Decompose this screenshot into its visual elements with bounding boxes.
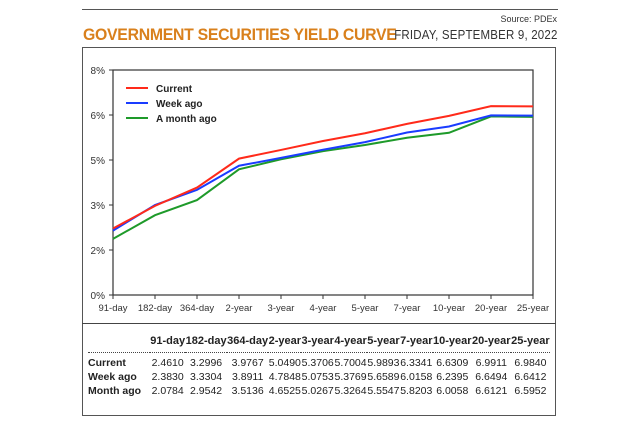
table-cell: 6.9911	[475, 357, 507, 369]
y-tick-label: 8%	[91, 66, 106, 77]
table-cell: 6.5952	[514, 385, 547, 397]
row-label: Month ago	[88, 385, 142, 397]
x-tick-label: 10-year	[433, 303, 465, 314]
series-line-a-month-ago	[112, 115, 534, 240]
x-tick-label: 7-year	[394, 303, 421, 314]
column-header: 364-day	[226, 333, 269, 353]
table-cell: 5.9893	[367, 357, 400, 369]
x-tick-label: 91-day	[98, 303, 127, 314]
table-cell: 2.0784	[151, 385, 184, 397]
table-row: Month ago 2.0784 2.9542 3.5136 4.6525 5.0267 5…	[88, 384, 550, 398]
x-tick-label: 2-year	[226, 303, 253, 314]
table-cell: 3.8911	[231, 371, 264, 383]
table-cell: 4.6525	[268, 385, 301, 397]
x-tick-label: 5-year	[352, 303, 379, 314]
y-tick-label: 3%	[91, 201, 106, 212]
column-header	[88, 333, 150, 353]
table-cell: 3.3304	[190, 371, 223, 383]
column-header: 3-year	[301, 333, 335, 353]
x-tick-label: 3-year	[268, 303, 295, 314]
table-cell: 2.9542	[190, 385, 223, 397]
chart-title: GOVERNMENT SECURITIES YIELD CURVE	[83, 25, 397, 44]
series-lines	[112, 105, 534, 240]
table-cell: 5.0267	[301, 385, 334, 397]
column-header: 182-day	[185, 333, 227, 353]
table-cell: 5.8203	[400, 385, 433, 397]
table-cell: 5.3706	[301, 357, 334, 369]
table-row: Week ago 2.3830 3.3304 3.8911 4.7848 5.0753 5.…	[88, 370, 550, 384]
table-cell: 6.6494	[475, 371, 508, 383]
column-header: 10-year	[432, 333, 472, 353]
table-cell: 3.2996	[190, 357, 223, 369]
legend-label: Week ago	[156, 99, 203, 110]
chart-box	[82, 47, 556, 324]
column-header: 91-day	[150, 333, 186, 353]
yield-table: 91-day 182-day 364-day 2-year 3-year 4-year 5-…	[88, 333, 550, 398]
table-row: Current 2.4610 3.2996 3.9767 5.0490 5.3706 5.7…	[88, 353, 550, 371]
table-cell: 6.2395	[436, 371, 469, 383]
legend-label: A month ago	[156, 114, 217, 125]
table-header-row: 91-day 182-day 364-day 2-year 3-year 4-year 5-…	[88, 333, 550, 353]
series-line-week-ago	[112, 114, 534, 232]
table-cell: 6.9840	[514, 357, 547, 369]
y-tick-label: 6%	[91, 111, 106, 122]
table-cell: 6.0158	[400, 371, 433, 383]
table-cell: 5.0490	[268, 357, 301, 369]
top-rule	[82, 9, 558, 10]
y-tick-label: 5%	[91, 156, 106, 167]
date-label: FRIDAY, SEPTEMBER 9, 2022	[394, 28, 558, 42]
table-cell: 6.6412	[514, 371, 547, 383]
table-cell: 2.3830	[151, 371, 184, 383]
x-tick-label: 20-year	[475, 303, 507, 314]
column-header: 20-year	[471, 333, 511, 353]
x-tick-label: 4-year	[310, 303, 337, 314]
row-label: Week ago	[88, 371, 137, 383]
figure-frame	[82, 47, 556, 416]
x-tick-label: 182-day	[138, 303, 173, 314]
column-header: 4-year	[334, 333, 367, 353]
table-cell: 6.3341	[400, 357, 433, 369]
table-cell: 5.7004	[334, 357, 367, 369]
column-header: 25-year	[510, 333, 550, 353]
table-cell: 6.0058	[436, 385, 469, 397]
legend-label: Current	[156, 84, 193, 95]
table-cell: 4.7848	[268, 371, 301, 383]
row-label: Current	[88, 357, 126, 369]
source-label: Source: PDEx	[500, 14, 557, 24]
column-header: 5-year	[367, 333, 400, 353]
x-tick-label: 364-day	[180, 303, 215, 314]
legend: Current Week ago A month ago	[126, 84, 217, 125]
series-line-current	[112, 105, 534, 230]
y-tick-label: 0%	[91, 291, 106, 302]
column-header: 7-year	[399, 333, 433, 353]
table-cell: 5.5547	[367, 385, 400, 397]
table-cell: 5.6589	[367, 371, 400, 383]
table-cell: 2.4610	[151, 357, 184, 369]
axes: 0% 2% 3% 5% 6% 8% 91-day 182-day 364-day 2-year 3-…	[91, 66, 550, 314]
column-header: 2-year	[268, 333, 302, 353]
table-cell: 6.6309	[436, 357, 469, 369]
table-cell: 5.3769	[334, 371, 367, 383]
table-cell: 3.9767	[231, 357, 264, 369]
x-tick-label: 25-year	[517, 303, 549, 314]
y-tick-label: 2%	[91, 246, 106, 257]
table-cell: 6.6121	[475, 385, 508, 397]
table-cell: 3.5136	[231, 385, 264, 397]
table-cell: 5.0753	[301, 371, 334, 383]
table-cell: 5.3264	[334, 385, 367, 397]
